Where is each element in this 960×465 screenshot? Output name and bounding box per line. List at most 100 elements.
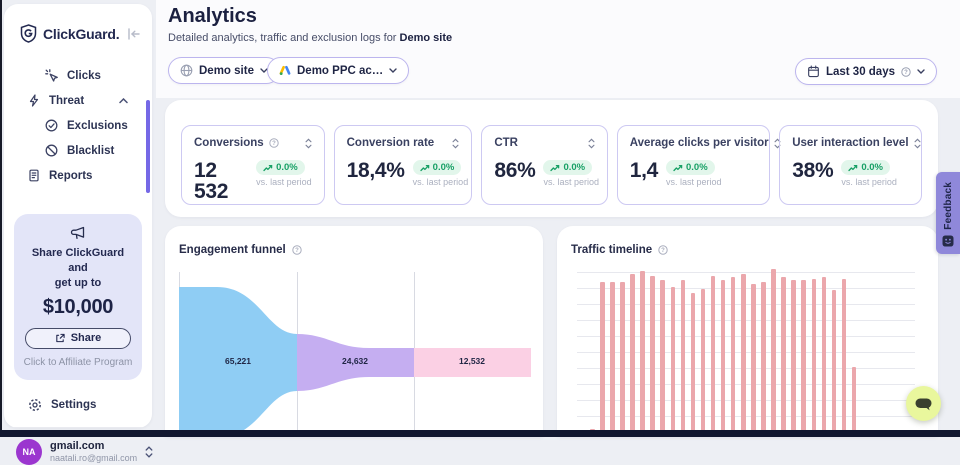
promo-text-line1: Share ClickGuard and bbox=[31, 247, 125, 274]
kpi-change-value: 0.0% bbox=[276, 162, 298, 173]
avatar: NA bbox=[16, 438, 42, 465]
trend-up-icon bbox=[848, 164, 858, 171]
gear-icon bbox=[28, 398, 42, 412]
kpi-label: User interaction level bbox=[792, 137, 909, 149]
sidebar-item-clicks[interactable]: Clicks bbox=[4, 63, 152, 88]
kpi-value: 38% bbox=[792, 159, 834, 182]
traffic-timeline-card: Traffic timeline ? bbox=[557, 226, 938, 437]
kpi-change-value: 0.0% bbox=[432, 162, 455, 173]
traffic-bar bbox=[630, 273, 635, 437]
account-email: naatali.ro@gmail.com bbox=[50, 453, 138, 464]
traffic-bar bbox=[670, 286, 676, 437]
subtitle-text: Detailed analytics, traffic and exclusio… bbox=[168, 32, 400, 44]
sidebar-item-label: Threat bbox=[49, 94, 85, 107]
chart-title: Engagement funnel bbox=[179, 244, 286, 256]
traffic-bar bbox=[640, 270, 645, 437]
svg-text:?: ? bbox=[661, 248, 665, 254]
kpi-value: 18,4% bbox=[346, 159, 405, 182]
sidebar-item-settings[interactable]: Settings bbox=[4, 398, 152, 412]
help-icon[interactable]: ? bbox=[901, 66, 911, 77]
smiley-icon bbox=[942, 235, 954, 247]
subtitle-site-name: Demo site bbox=[399, 32, 453, 44]
traffic-bar bbox=[851, 366, 857, 437]
help-icon[interactable]: ? bbox=[658, 245, 668, 255]
funnel-stage-engaged bbox=[297, 334, 414, 391]
sidebar-item-label: Clicks bbox=[67, 69, 101, 82]
funnel-stage-converted bbox=[414, 348, 531, 377]
kpi-value: 86% bbox=[494, 159, 536, 182]
funnel-stage-value: 12,532 bbox=[459, 356, 485, 366]
share-button[interactable]: Share bbox=[25, 327, 131, 349]
kpi-period: vs. last period bbox=[543, 177, 599, 187]
traffic-bar bbox=[801, 280, 806, 437]
kpi-card-ctr: CTR 86% 0.0% vs. last period bbox=[481, 125, 608, 205]
sidebar-item-exclusions[interactable]: Exclusions bbox=[4, 113, 152, 138]
page-title: Analytics bbox=[168, 5, 257, 27]
sidebar: ClickGuard. Clicks Threat bbox=[4, 4, 153, 465]
kpi-label: Conversions bbox=[194, 137, 264, 149]
kpi-card-interaction-level: User interaction level 38% 0.0% vs. last… bbox=[779, 125, 922, 205]
chevron-down-icon bbox=[260, 68, 268, 73]
sort-icon[interactable] bbox=[305, 137, 312, 149]
divider bbox=[14, 426, 142, 428]
sidebar-item-label: Blacklist bbox=[67, 144, 115, 157]
kpi-card-conversions: Conversions ? 12 532 0.0% vs. last perio… bbox=[181, 125, 325, 205]
kpi-card-conversion-rate: Conversion rate 18,4% 0.0% vs. last peri… bbox=[333, 125, 473, 205]
account-name: gmail.com bbox=[50, 439, 105, 452]
promo-amount: $10,000 bbox=[42, 295, 114, 318]
traffic-bar bbox=[811, 278, 817, 437]
chevron-down-icon bbox=[389, 68, 397, 73]
traffic-bar bbox=[620, 282, 625, 437]
sort-icon[interactable] bbox=[588, 137, 595, 149]
window-edge-left bbox=[0, 0, 2, 437]
site-selector-dropdown[interactable]: Demo site bbox=[168, 57, 280, 84]
clickguard-logo-icon bbox=[20, 24, 37, 43]
sidebar-item-threat[interactable]: Threat bbox=[4, 88, 152, 113]
chevron-up-icon[interactable] bbox=[119, 97, 128, 104]
kpi-label: CTR bbox=[494, 137, 518, 149]
calendar-icon bbox=[807, 65, 820, 78]
kpi-card-avg-clicks: Average clicks per visitor 1,4 0.0% vs. … bbox=[616, 125, 781, 205]
feedback-tab[interactable]: Feedback bbox=[936, 172, 960, 254]
kpi-change-value: 0.0% bbox=[685, 162, 708, 173]
sidebar-collapse-icon[interactable] bbox=[127, 27, 140, 40]
sort-icon[interactable] bbox=[913, 137, 921, 149]
document-icon bbox=[28, 169, 40, 182]
kpi-period: vs. last period bbox=[841, 177, 897, 187]
google-ads-icon bbox=[279, 65, 291, 76]
sidebar-scrollbar-thumb[interactable] bbox=[146, 100, 150, 193]
sidebar-item-reports[interactable]: Reports bbox=[4, 163, 152, 188]
affiliate-program-link[interactable]: Click to Affiliate Program bbox=[23, 356, 133, 368]
kpi-period: vs. last period bbox=[665, 177, 722, 187]
sort-icon[interactable] bbox=[774, 137, 781, 149]
feedback-label: Feedback bbox=[942, 182, 954, 230]
traffic-bar bbox=[690, 293, 696, 437]
trend-up-icon bbox=[550, 164, 560, 171]
click-icon bbox=[45, 69, 58, 82]
traffic-bars bbox=[577, 266, 917, 437]
sidebar-item-blacklist[interactable]: Blacklist bbox=[4, 138, 152, 163]
kpi-label: Conversion rate bbox=[346, 137, 435, 149]
sort-icon[interactable] bbox=[452, 137, 459, 149]
kpi-change-value: 0.0% bbox=[861, 162, 883, 173]
traffic-bar bbox=[821, 277, 827, 437]
ppc-account-selector-dropdown[interactable]: Demo PPC ac… bbox=[267, 57, 410, 84]
traffic-bar bbox=[710, 275, 716, 437]
svg-text:?: ? bbox=[272, 141, 276, 147]
svg-text:?: ? bbox=[295, 248, 299, 254]
date-range-selector[interactable]: Last 30 days ? bbox=[794, 58, 937, 85]
kpi-change-badge: 0.0% bbox=[412, 160, 462, 175]
traffic-bar bbox=[650, 275, 655, 437]
traffic-bar bbox=[831, 290, 837, 437]
date-range-value: Last 30 days bbox=[825, 65, 895, 78]
sidebar-item-label: Exclusions bbox=[67, 119, 128, 132]
help-icon[interactable]: ? bbox=[292, 245, 302, 255]
help-icon[interactable]: ? bbox=[268, 138, 279, 148]
chat-launcher-button[interactable] bbox=[906, 386, 941, 421]
globe-icon bbox=[180, 64, 193, 77]
site-selector-value: Demo site bbox=[199, 64, 254, 77]
traffic-bar bbox=[720, 280, 726, 437]
traffic-bar bbox=[841, 278, 847, 437]
svg-text:?: ? bbox=[904, 70, 908, 76]
traffic-bar bbox=[680, 280, 686, 437]
